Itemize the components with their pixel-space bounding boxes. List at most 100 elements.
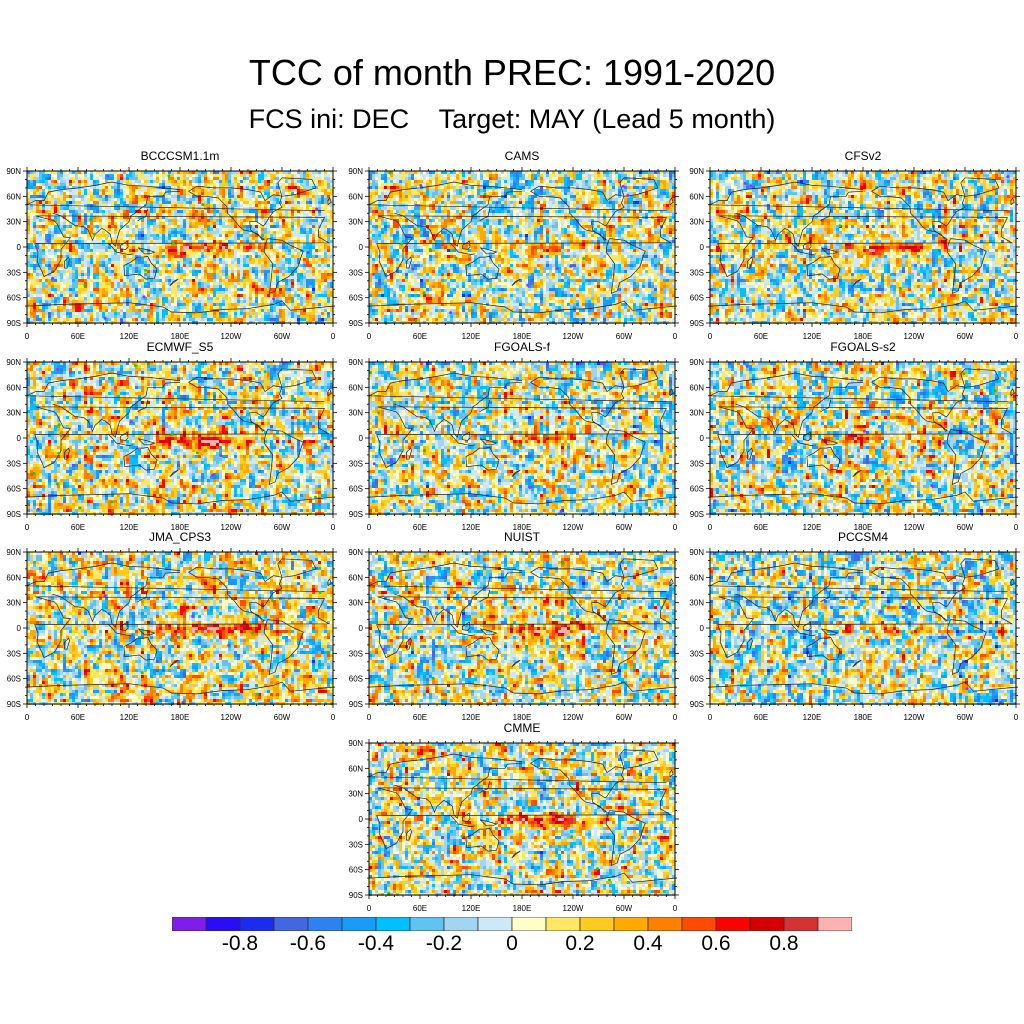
field-cell <box>117 282 120 285</box>
field-cell <box>174 231 177 234</box>
field-cell <box>270 219 273 222</box>
field-cell <box>273 189 276 192</box>
field-cell <box>147 273 150 276</box>
field-cell <box>87 213 90 216</box>
field-cell <box>258 294 261 297</box>
field-cell <box>78 216 81 219</box>
field-cell <box>153 177 156 180</box>
field-cell <box>282 201 285 204</box>
field-cell <box>216 195 219 198</box>
field-cell <box>273 213 276 216</box>
field-cell <box>51 297 54 300</box>
field-cell <box>213 273 216 276</box>
field-cell <box>300 234 303 237</box>
field-cell <box>120 315 123 318</box>
field-cell <box>201 243 204 246</box>
field-cell <box>66 237 69 240</box>
field-cell <box>162 282 165 285</box>
field-cell <box>180 237 183 240</box>
field-cell <box>129 228 132 231</box>
field-cell <box>246 294 249 297</box>
field-cell <box>231 258 234 261</box>
field-cell <box>102 210 105 213</box>
field-cell <box>180 303 183 306</box>
field-cell <box>189 279 192 282</box>
field-cell <box>90 294 93 297</box>
field-cell <box>54 240 57 243</box>
field-cell <box>126 273 129 276</box>
field-cell <box>189 210 192 213</box>
field-cell <box>201 192 204 195</box>
field-cell <box>147 300 150 303</box>
field-cell <box>159 183 162 186</box>
field-cell <box>204 282 207 285</box>
field-cell <box>84 276 87 279</box>
field-cell <box>300 306 303 309</box>
field-cell <box>297 231 300 234</box>
field-cell <box>51 207 54 210</box>
field-cell <box>225 192 228 195</box>
field-cell <box>312 171 315 174</box>
field-cell <box>144 228 147 231</box>
field-cell <box>51 255 54 258</box>
field-cell <box>102 213 105 216</box>
field-cell <box>219 306 222 309</box>
field-cell <box>189 297 192 300</box>
field-cell <box>81 309 84 312</box>
field-cell <box>198 273 201 276</box>
field-cell <box>186 285 189 288</box>
field-cell <box>84 252 87 255</box>
field-cell <box>138 300 141 303</box>
field-cell <box>264 279 267 282</box>
field-cell <box>240 234 243 237</box>
field-cell <box>132 195 135 198</box>
field-cell <box>150 237 153 240</box>
field-cell <box>219 285 222 288</box>
field-cell <box>276 291 279 294</box>
field-cell <box>168 306 171 309</box>
field-cell <box>87 297 90 300</box>
field-cell <box>258 261 261 264</box>
field-cell <box>96 297 99 300</box>
field-cell <box>216 252 219 255</box>
field-cell <box>288 294 291 297</box>
field-cell <box>27 216 30 219</box>
field-cell <box>105 234 108 237</box>
field-cell <box>201 291 204 294</box>
field-cell <box>168 261 171 264</box>
field-cell <box>303 228 306 231</box>
field-cell <box>150 258 153 261</box>
field-cell <box>321 276 324 279</box>
field-cell <box>300 174 303 177</box>
field-cell <box>210 195 213 198</box>
field-cell <box>177 273 180 276</box>
field-cell <box>234 264 237 267</box>
field-cell <box>315 303 318 306</box>
field-cell <box>57 186 60 189</box>
field-cell <box>240 174 243 177</box>
field-cell <box>270 306 273 309</box>
field-cell <box>183 261 186 264</box>
field-cell <box>75 270 78 273</box>
field-cell <box>150 255 153 258</box>
field-cell <box>81 264 84 267</box>
field-cell <box>222 273 225 276</box>
field-cell <box>282 255 285 258</box>
field-cell <box>324 306 327 309</box>
field-cell <box>195 312 198 315</box>
field-cell <box>204 237 207 240</box>
field-cell <box>120 201 123 204</box>
field-cell <box>57 228 60 231</box>
field-cell <box>303 249 306 252</box>
field-cell <box>171 291 174 294</box>
field-cell <box>60 177 63 180</box>
field-cell <box>252 276 255 279</box>
field-cell <box>246 312 249 315</box>
field-cell <box>246 207 249 210</box>
field-cell <box>87 240 90 243</box>
field-cell <box>90 273 93 276</box>
field-cell <box>174 207 177 210</box>
field-cell <box>69 234 72 237</box>
field-cell <box>192 240 195 243</box>
field-cell <box>264 264 267 267</box>
